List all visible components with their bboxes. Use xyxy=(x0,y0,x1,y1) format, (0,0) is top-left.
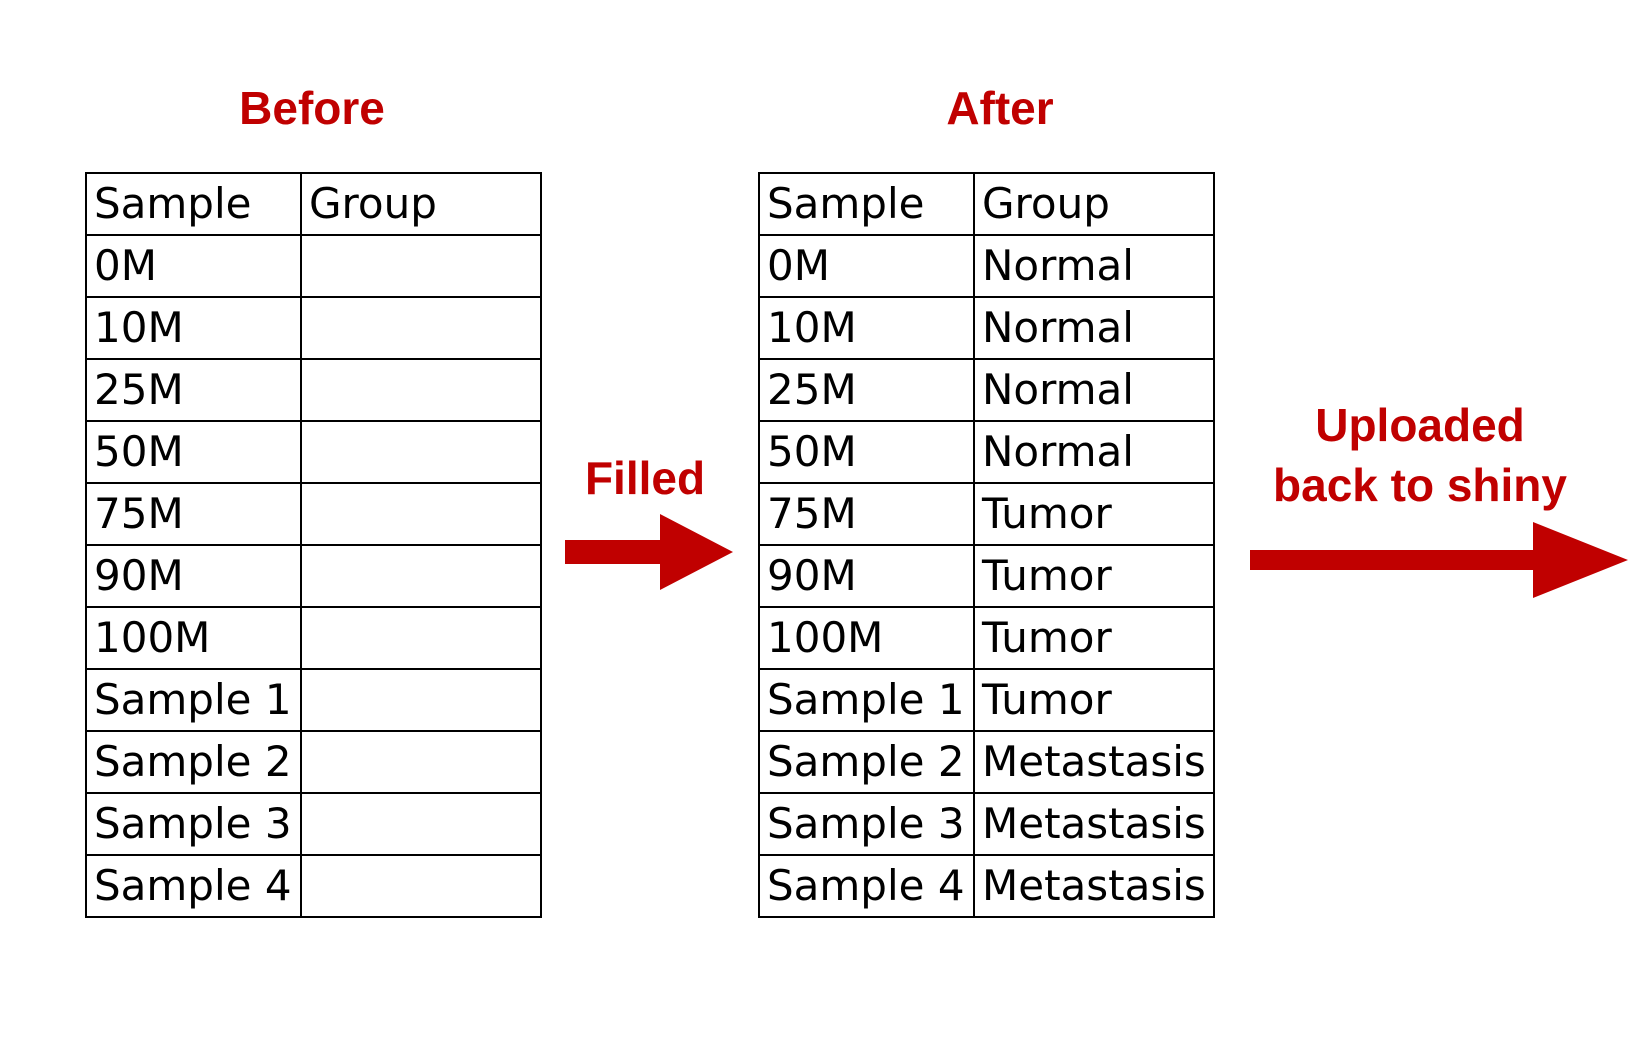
sample-cell: Sample 4 xyxy=(758,854,975,918)
table-row: 50M xyxy=(85,420,542,484)
group-cell xyxy=(300,854,542,918)
table-row: 100M Tumor xyxy=(758,606,1215,670)
table-row: 10M Normal xyxy=(758,296,1215,360)
group-cell: Tumor xyxy=(973,544,1215,608)
before-title: Before xyxy=(239,82,385,134)
table-row: 75M xyxy=(85,482,542,546)
sample-cell: Sample 3 xyxy=(758,792,975,856)
table-row: 90M Tumor xyxy=(758,544,1215,608)
table-row: Sample 1 Tumor xyxy=(758,668,1215,732)
table-row: Sample 2 Metastasis xyxy=(758,730,1215,794)
before-table-body: Sample Group 0M 10M 25M 50M 75M 90M 100M Sample 1… xyxy=(85,172,542,918)
group-cell: Normal xyxy=(973,420,1215,484)
uploaded-label-line2: back to shiny xyxy=(1273,459,1567,511)
table-row: 25M Normal xyxy=(758,358,1215,422)
table-header-row: Sample Group xyxy=(85,172,542,236)
sample-column-header: Sample xyxy=(85,172,302,236)
table-row: 0M xyxy=(85,234,542,298)
group-cell: Metastasis xyxy=(973,792,1215,856)
sample-cell: 25M xyxy=(758,358,975,422)
group-cell xyxy=(300,792,542,856)
group-cell xyxy=(300,544,542,608)
table-row: 25M xyxy=(85,358,542,422)
sample-cell: 0M xyxy=(758,234,975,298)
table-row: Sample 2 xyxy=(85,730,542,794)
right-arrow-icon xyxy=(565,514,733,590)
sample-column-header: Sample xyxy=(758,172,975,236)
sample-cell: 0M xyxy=(85,234,302,298)
table-row: Sample 3 Metastasis xyxy=(758,792,1215,856)
table-row: Sample 4 xyxy=(85,854,542,918)
table-row: 90M xyxy=(85,544,542,608)
group-cell: Normal xyxy=(973,358,1215,422)
sample-cell: 100M xyxy=(85,606,302,670)
table-row: Sample 1 xyxy=(85,668,542,732)
group-cell: Tumor xyxy=(973,606,1215,670)
after-table-body: Sample Group 0M Normal 10M Normal 25M Normal 50M… xyxy=(758,172,1215,918)
sample-cell: 50M xyxy=(758,420,975,484)
after-table: Sample Group 0M Normal 10M Normal 25M Normal 50M… xyxy=(758,172,1215,918)
uploaded-label: Uploaded back to shiny xyxy=(1245,395,1595,515)
sample-cell: 90M xyxy=(758,544,975,608)
group-cell xyxy=(300,234,542,298)
filled-label: Filled xyxy=(584,452,706,504)
sample-cell: Sample 4 xyxy=(85,854,302,918)
table-row: 75M Tumor xyxy=(758,482,1215,546)
right-arrow-icon xyxy=(1250,522,1628,598)
group-cell xyxy=(300,420,542,484)
table-row: Sample 3 xyxy=(85,792,542,856)
group-cell: Metastasis xyxy=(973,730,1215,794)
group-cell xyxy=(300,482,542,546)
sample-cell: 75M xyxy=(85,482,302,546)
table-row: 10M xyxy=(85,296,542,360)
group-cell xyxy=(300,358,542,422)
group-cell xyxy=(300,668,542,732)
group-cell: Normal xyxy=(973,234,1215,298)
sample-cell: 10M xyxy=(758,296,975,360)
group-cell: Normal xyxy=(973,296,1215,360)
sample-cell: Sample 1 xyxy=(758,668,975,732)
sample-cell: 90M xyxy=(85,544,302,608)
table-header-row: Sample Group xyxy=(758,172,1215,236)
filled-arrow-shape xyxy=(565,514,733,590)
table-row: 100M xyxy=(85,606,542,670)
sample-cell: Sample 1 xyxy=(85,668,302,732)
sample-cell: 100M xyxy=(758,606,975,670)
sample-cell: Sample 3 xyxy=(85,792,302,856)
sample-cell: 10M xyxy=(85,296,302,360)
table-row: Sample 4 Metastasis xyxy=(758,854,1215,918)
uploaded-arrow-shape xyxy=(1250,522,1628,598)
group-cell: Metastasis xyxy=(973,854,1215,918)
group-cell: Tumor xyxy=(973,482,1215,546)
group-column-header: Group xyxy=(973,172,1215,236)
sample-cell: 25M xyxy=(85,358,302,422)
group-column-header: Group xyxy=(300,172,542,236)
group-cell xyxy=(300,606,542,670)
table-row: 50M Normal xyxy=(758,420,1215,484)
after-title: After xyxy=(946,82,1054,134)
sample-cell: 75M xyxy=(758,482,975,546)
sample-cell: Sample 2 xyxy=(85,730,302,794)
table-row: 0M Normal xyxy=(758,234,1215,298)
before-table: Sample Group 0M 10M 25M 50M 75M 90M 100M Sample 1… xyxy=(85,172,542,918)
sample-cell: 50M xyxy=(85,420,302,484)
uploaded-label-line1: Uploaded xyxy=(1315,399,1525,451)
group-cell xyxy=(300,730,542,794)
sample-cell: Sample 2 xyxy=(758,730,975,794)
group-cell xyxy=(300,296,542,360)
group-cell: Tumor xyxy=(973,668,1215,732)
